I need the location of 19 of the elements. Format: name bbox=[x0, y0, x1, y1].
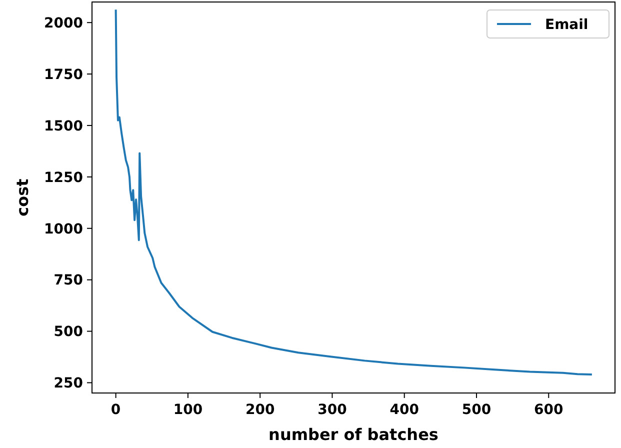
y-axis-title: cost bbox=[13, 178, 32, 216]
x-axis-title: number of batches bbox=[268, 425, 438, 444]
x-tick-label: 600 bbox=[534, 402, 564, 418]
legend-label: Email bbox=[545, 16, 588, 33]
x-tick-label: 500 bbox=[462, 402, 492, 418]
y-tick-label: 1000 bbox=[44, 221, 84, 238]
x-tick-label: 0 bbox=[110, 402, 121, 418]
x-tick-label: 300 bbox=[318, 402, 348, 418]
x-tick-label: 200 bbox=[245, 402, 275, 418]
line-series bbox=[114, 8, 593, 376]
y-tick-label: 1750 bbox=[44, 66, 84, 83]
x-tick-label: 100 bbox=[173, 402, 203, 418]
y-tick-label: 500 bbox=[54, 324, 84, 340]
y-tick-label: 1500 bbox=[44, 118, 84, 134]
x-tick-label: 400 bbox=[390, 402, 420, 418]
y-tick-label: 1250 bbox=[44, 170, 84, 186]
y-tick-label: 250 bbox=[54, 376, 84, 392]
y-tick-label: 2000 bbox=[44, 15, 84, 32]
y-tick-label: 750 bbox=[54, 272, 84, 289]
